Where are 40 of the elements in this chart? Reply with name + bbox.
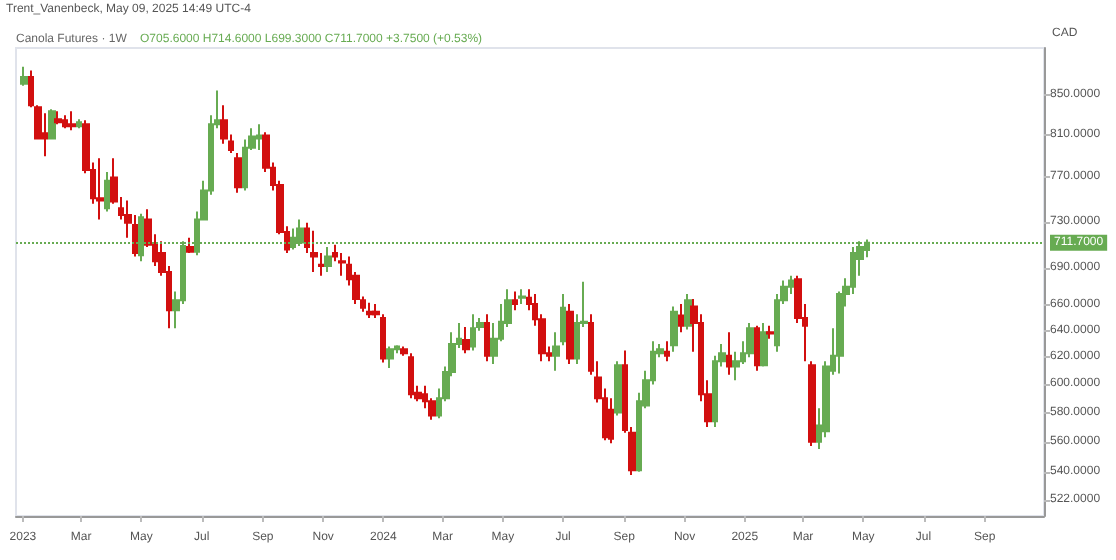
candlestick xyxy=(760,322,768,368)
candlestick xyxy=(256,123,262,151)
candlestick xyxy=(788,274,794,296)
candlestick xyxy=(470,313,476,352)
candlestick xyxy=(560,293,566,347)
candlestick xyxy=(766,324,774,340)
candlestick xyxy=(664,340,670,363)
candlestick xyxy=(808,360,816,448)
candlestick xyxy=(518,288,526,306)
candlestick xyxy=(186,236,194,254)
candlestick xyxy=(484,313,490,363)
candlestick xyxy=(62,114,68,130)
candlestick xyxy=(608,397,614,445)
candlestick xyxy=(462,325,470,355)
candlestick xyxy=(754,324,760,372)
candlestick xyxy=(408,352,414,400)
candlestick xyxy=(324,246,332,274)
candlestick xyxy=(566,303,574,365)
candlestick xyxy=(746,322,754,359)
candlestick xyxy=(104,171,110,213)
candlestick xyxy=(366,301,374,319)
candlestick xyxy=(552,331,560,372)
candlestick xyxy=(614,360,622,417)
candlestick xyxy=(48,108,56,141)
candlestick xyxy=(68,110,76,132)
candlestick xyxy=(386,345,394,369)
candlestick xyxy=(42,112,48,158)
candlestick xyxy=(76,118,82,130)
candlestick xyxy=(96,157,104,221)
candlestick xyxy=(684,293,692,331)
candlestick xyxy=(512,290,518,312)
candlestick xyxy=(20,65,28,87)
candlestick xyxy=(670,305,678,353)
candlestick xyxy=(220,104,228,145)
candlestick xyxy=(234,152,242,194)
candlestick xyxy=(726,331,732,376)
candlestick xyxy=(310,229,318,274)
candlestick xyxy=(678,303,684,334)
candlestick xyxy=(54,110,62,126)
candlestick xyxy=(338,251,346,277)
